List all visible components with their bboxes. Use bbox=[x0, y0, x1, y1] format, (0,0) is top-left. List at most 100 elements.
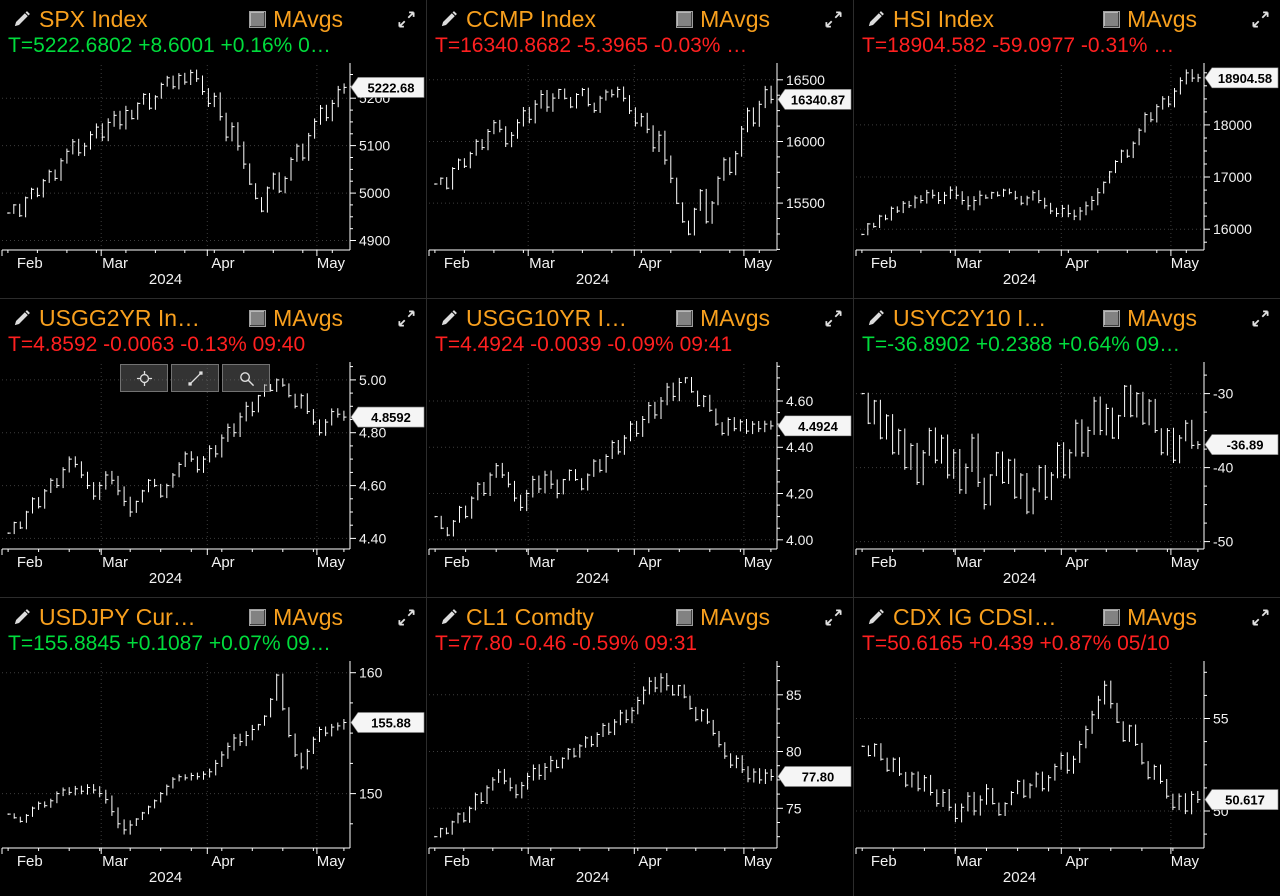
mavgs-toggle[interactable]: MAvgs bbox=[1103, 305, 1197, 332]
svg-text:Apr: Apr bbox=[211, 255, 234, 272]
quote-line: T=155.8845 +0.1087 +0.07% 09… bbox=[8, 632, 331, 655]
expand-icon[interactable] bbox=[824, 608, 843, 627]
instrument-title[interactable]: USDJPY Cur… bbox=[39, 603, 196, 630]
expand-icon[interactable] bbox=[824, 10, 843, 29]
mavgs-toggle[interactable]: MAvgs bbox=[1103, 6, 1197, 33]
price-chart[interactable]: -30 -40 -50 Feb Mar Apr May 2024 -36.89 bbox=[854, 359, 1280, 597]
mavgs-checkbox[interactable] bbox=[249, 608, 267, 626]
instrument-title[interactable]: SPX Index bbox=[39, 5, 148, 32]
chart-panel-usyc2y10-i: USYC2Y10 I… MAvgs T=-36.8902 +0.2388 +0.… bbox=[854, 299, 1280, 597]
expand-icon[interactable] bbox=[397, 608, 416, 627]
instrument-title[interactable]: USGG2YR In… bbox=[39, 304, 201, 331]
price-chart[interactable]: 160 150 Feb Mar Apr May 2024 155.88 bbox=[0, 658, 426, 896]
trendline-tool-button[interactable] bbox=[171, 364, 219, 392]
price-chart[interactable]: 16500 16000 15500 Feb Mar Apr May 2024 16340.87 bbox=[427, 60, 853, 298]
price-bars bbox=[861, 384, 1201, 515]
mavgs-checkbox[interactable] bbox=[676, 608, 694, 626]
svg-text:Feb: Feb bbox=[871, 255, 897, 272]
gridlines bbox=[856, 364, 1204, 549]
crosshair-tool-button[interactable] bbox=[120, 364, 168, 392]
expand-icon[interactable] bbox=[1251, 309, 1270, 328]
price-chart[interactable]: 5.00 4.80 4.60 4.40 Feb Mar Apr May 2024 4.8592 bbox=[0, 359, 426, 597]
chart-panel-spx-index: SPX Index MAvgs T=5222.6802 +8.6001 +0.1… bbox=[0, 0, 426, 298]
mavgs-toggle[interactable]: MAvgs bbox=[676, 305, 770, 332]
svg-text:2024: 2024 bbox=[149, 869, 182, 886]
svg-text:16340.87: 16340.87 bbox=[791, 92, 845, 107]
mavgs-checkbox[interactable] bbox=[1103, 608, 1121, 626]
svg-text:May: May bbox=[744, 554, 773, 571]
price-chart[interactable]: 4.60 4.40 4.20 4.00 Feb Mar Apr May 2024 4.4924 bbox=[427, 359, 853, 597]
last-price-badge: 18904.58 bbox=[1204, 67, 1279, 89]
svg-text:150: 150 bbox=[359, 786, 383, 802]
edit-pencil-icon[interactable] bbox=[866, 309, 885, 328]
mavgs-toggle[interactable]: MAvgs bbox=[249, 604, 343, 631]
instrument-title[interactable]: CL1 Comdty bbox=[466, 603, 594, 630]
price-bars bbox=[7, 378, 347, 535]
mavgs-checkbox[interactable] bbox=[1103, 309, 1121, 327]
mavgs-checkbox[interactable] bbox=[249, 309, 267, 327]
svg-text:2024: 2024 bbox=[149, 570, 182, 587]
chart-canvas: -30 -40 -50 Feb Mar Apr May 2024 -36.89 bbox=[855, 362, 1279, 587]
mavgs-toggle[interactable]: MAvgs bbox=[249, 305, 343, 332]
mavgs-toggle[interactable]: MAvgs bbox=[249, 6, 343, 33]
svg-text:Mar: Mar bbox=[956, 853, 982, 870]
edit-pencil-icon[interactable] bbox=[12, 309, 31, 328]
edit-pencil-icon[interactable] bbox=[439, 309, 458, 328]
svg-text:2024: 2024 bbox=[576, 271, 609, 288]
mavgs-toggle[interactable]: MAvgs bbox=[1103, 604, 1197, 631]
edit-pencil-icon[interactable] bbox=[12, 608, 31, 627]
quote-line: T=4.8592 -0.0063 -0.13% 09:40 bbox=[8, 333, 306, 356]
edit-pencil-icon[interactable] bbox=[866, 608, 885, 627]
instrument-title[interactable]: CDX IG CDSI… bbox=[893, 603, 1057, 630]
mavgs-toggle[interactable]: MAvgs bbox=[676, 6, 770, 33]
svg-text:15500: 15500 bbox=[786, 195, 825, 211]
last-price-badge: 155.88 bbox=[350, 712, 425, 733]
svg-text:2024: 2024 bbox=[1003, 570, 1036, 587]
panel-header: USGG10YR I… MAvgs bbox=[427, 299, 853, 332]
expand-icon[interactable] bbox=[824, 309, 843, 328]
edit-pencil-icon[interactable] bbox=[439, 10, 458, 29]
zoom-tool-button[interactable] bbox=[222, 364, 270, 392]
edit-pencil-icon[interactable] bbox=[439, 608, 458, 627]
price-bars bbox=[7, 673, 347, 835]
instrument-title[interactable]: USGG10YR I… bbox=[466, 304, 628, 331]
quote-line: T=16340.8682 -5.3965 -0.03% … bbox=[435, 34, 748, 57]
svg-text:Mar: Mar bbox=[102, 255, 128, 272]
expand-icon[interactable] bbox=[1251, 608, 1270, 627]
expand-icon[interactable] bbox=[1251, 10, 1270, 29]
price-chart[interactable]: 18000 17000 16000 Feb Mar Apr May 2024 18904.58 bbox=[854, 60, 1280, 298]
expand-icon[interactable] bbox=[397, 10, 416, 29]
mavgs-checkbox[interactable] bbox=[676, 10, 694, 28]
svg-text:4.40: 4.40 bbox=[786, 439, 813, 455]
price-chart[interactable]: 5200 5100 5000 4900 Feb Mar Apr May 2024 5222.68 bbox=[0, 60, 426, 298]
mavgs-checkbox[interactable] bbox=[1103, 10, 1121, 28]
edit-pencil-icon[interactable] bbox=[866, 10, 885, 29]
expand-icon[interactable] bbox=[397, 309, 416, 328]
svg-text:Feb: Feb bbox=[871, 554, 897, 571]
instrument-title[interactable]: HSI Index bbox=[893, 5, 994, 32]
mavgs-checkbox[interactable] bbox=[249, 10, 267, 28]
mavgs-toggle[interactable]: MAvgs bbox=[676, 604, 770, 631]
price-bars bbox=[434, 377, 774, 537]
instrument-title[interactable]: CCMP Index bbox=[466, 5, 596, 32]
price-chart[interactable]: 85 80 75 Feb Mar Apr May 2024 77.80 bbox=[427, 658, 853, 896]
price-chart[interactable]: 55 50 Feb Mar Apr May 2024 50.617 bbox=[854, 658, 1280, 896]
mavgs-label: MAvgs bbox=[700, 5, 770, 32]
quote-line: T=50.6165 +0.439 +0.87% 05/10 bbox=[862, 632, 1170, 655]
panel-header: USGG2YR In… MAvgs bbox=[0, 299, 426, 332]
svg-text:Feb: Feb bbox=[444, 255, 470, 272]
svg-text:2024: 2024 bbox=[1003, 869, 1036, 886]
panel-header: USYC2Y10 I… MAvgs bbox=[854, 299, 1280, 332]
mavgs-checkbox[interactable] bbox=[676, 309, 694, 327]
instrument-title[interactable]: USYC2Y10 I… bbox=[893, 304, 1047, 331]
panel-header: SPX Index MAvgs bbox=[0, 0, 426, 33]
edit-pencil-icon[interactable] bbox=[12, 10, 31, 29]
svg-text:4.20: 4.20 bbox=[786, 486, 813, 502]
chart-panel-cl1-comdty: CL1 Comdty MAvgs T=77.80 -0.46 -0.59% 09… bbox=[427, 598, 853, 896]
mavgs-label: MAvgs bbox=[273, 5, 343, 32]
axis-labels: 160 150 Feb Mar Apr May 2024 bbox=[17, 665, 383, 886]
mavgs-label: MAvgs bbox=[273, 304, 343, 331]
svg-text:Apr: Apr bbox=[211, 853, 234, 870]
